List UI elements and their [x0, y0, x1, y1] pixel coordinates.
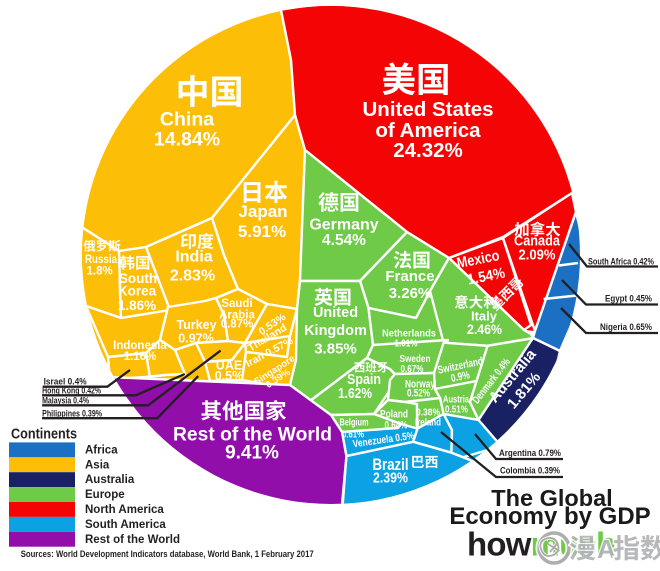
svg-text:Poland: Poland [380, 409, 408, 421]
svg-text:0.64%: 0.64% [385, 420, 408, 432]
svg-text:0.9%: 0.9% [450, 369, 471, 385]
svg-text:United States: United States [363, 98, 494, 121]
svg-text:3.85%: 3.85% [314, 341, 357, 358]
svg-text:3.26%: 3.26% [389, 285, 432, 302]
svg-text:1.01%: 1.01% [395, 338, 419, 350]
svg-text:0.51%: 0.51% [445, 404, 469, 416]
svg-text:The Global: The Global [491, 485, 612, 511]
svg-text:Rest of the World: Rest of the World [173, 425, 332, 446]
svg-text:Norway: Norway [405, 379, 436, 391]
svg-text:South: South [119, 271, 157, 286]
svg-text:Saudi: Saudi [221, 298, 252, 310]
svg-text:2.46%: 2.46% [467, 321, 502, 337]
svg-text:Belgium: Belgium [340, 418, 369, 429]
svg-text:A: A [597, 534, 616, 564]
svg-text:of America: of America [375, 119, 481, 142]
svg-text:5.91%: 5.91% [238, 222, 286, 241]
svg-text:1.8%: 1.8% [86, 266, 112, 278]
svg-text:India: India [175, 249, 212, 266]
svg-text:Sweden: Sweden [400, 353, 431, 365]
svg-text:Korea: Korea [118, 284, 157, 299]
svg-text:0.67%: 0.67% [401, 363, 425, 375]
svg-text:Kingdom: Kingdom [304, 323, 367, 339]
svg-text:China: China [160, 109, 214, 131]
svg-text:0.97%: 0.97% [178, 332, 213, 346]
svg-text:France: France [385, 268, 434, 285]
svg-text:Canada: Canada [514, 234, 561, 250]
svg-text:0.52%: 0.52% [407, 388, 430, 400]
svg-text:Rest of the World: Rest of the World [85, 534, 180, 546]
svg-text:Indonesia: Indonesia [113, 340, 167, 352]
svg-text:4.54%: 4.54% [322, 232, 366, 249]
svg-text:1.16%: 1.16% [124, 351, 157, 363]
svg-text:Sources: World Development Ind: Sources: World Development Indicators da… [21, 549, 314, 560]
svg-text:Continents: Continents [11, 427, 77, 443]
svg-text:Nigeria 0.65%: Nigeria 0.65% [600, 322, 652, 333]
svg-text:Brazil: Brazil [373, 456, 409, 474]
svg-text:0.61%: 0.61% [342, 430, 364, 441]
svg-text:2.39%: 2.39% [373, 470, 408, 487]
svg-text:0.38%: 0.38% [416, 408, 440, 419]
svg-text:2.83%: 2.83% [170, 268, 215, 285]
svg-text:United: United [313, 305, 358, 321]
svg-text:Philippines 0.39%: Philippines 0.39% [42, 409, 103, 419]
svg-text:2.09%: 2.09% [519, 248, 556, 264]
svg-text:Germany: Germany [309, 217, 378, 234]
svg-text:Austria: Austria [443, 394, 469, 406]
svg-text:0.87%: 0.87% [221, 319, 254, 331]
svg-text:UAE: UAE [216, 359, 242, 373]
svg-text:Asia: Asia [85, 459, 110, 471]
svg-text:Australia: Australia [85, 474, 135, 486]
svg-text:South Africa 0.42%: South Africa 0.42% [588, 257, 654, 268]
svg-text:Colombia 0.39%: Colombia 0.39% [500, 466, 560, 477]
svg-text:24.32%: 24.32% [393, 139, 463, 162]
svg-text:Europe: Europe [85, 489, 125, 501]
svg-text:Turkey: Turkey [176, 318, 216, 332]
svg-text:Russia: Russia [85, 254, 118, 266]
svg-text:South America: South America [85, 519, 166, 531]
svg-text:Economy by GDP: Economy by GDP [449, 503, 650, 530]
svg-text:1.54%: 1.54% [466, 265, 507, 289]
svg-text:14.84%: 14.84% [154, 129, 220, 151]
svg-text:Arabia: Arabia [219, 310, 255, 322]
svg-text:Africa: Africa [85, 444, 118, 456]
svg-text:0.5%: 0.5% [215, 369, 244, 383]
svg-text:North America: North America [85, 504, 164, 516]
svg-text:Ireland: Ireland [415, 418, 441, 429]
svg-text:Spain: Spain [347, 372, 381, 388]
svg-text:Japan: Japan [238, 202, 287, 221]
svg-text:Hong Kong 0.42%: Hong Kong 0.42% [42, 386, 102, 396]
svg-text:Italy: Italy [471, 309, 498, 324]
svg-text:Israel 0.4%: Israel 0.4% [44, 377, 88, 387]
svg-text:Argentina 0.79%: Argentina 0.79% [499, 448, 561, 459]
svg-text:Egypt 0.45%: Egypt 0.45% [605, 294, 652, 305]
svg-text:Malaysia 0.4%: Malaysia 0.4% [42, 396, 90, 406]
svg-text:1.62%: 1.62% [338, 386, 372, 402]
svg-text:Netherlands: Netherlands [382, 328, 436, 340]
svg-text:1.86%: 1.86% [118, 298, 156, 313]
svg-text:9.41%: 9.41% [225, 443, 279, 464]
